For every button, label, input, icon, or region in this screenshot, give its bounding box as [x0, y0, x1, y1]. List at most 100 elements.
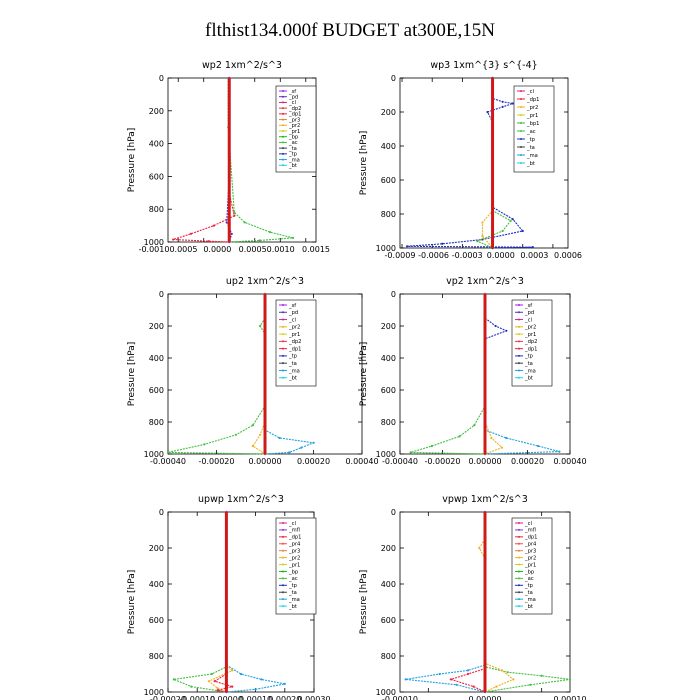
legend-marker	[518, 325, 520, 328]
legend-marker	[282, 528, 284, 531]
series-point-bp	[268, 231, 272, 234]
y-axis-label: Pressure [hPa]	[127, 128, 137, 193]
series-point-dp1	[458, 435, 461, 438]
legend-label: _ta	[524, 590, 533, 596]
legend-label: _cl	[524, 317, 532, 323]
y-tick-label: 200	[381, 322, 396, 331]
legend-label: _pr2	[524, 555, 536, 561]
y-tick-label: 200	[381, 108, 396, 117]
x-tick-label: 0.00030	[297, 695, 330, 700]
legend-marker	[518, 522, 520, 524]
x-tick-label: -0.00040	[382, 457, 418, 466]
x-tick-label: 0.00020	[297, 457, 330, 466]
chart-title: wp2 1xm^2/s^3	[202, 60, 282, 71]
x-tick-label: -0.0003	[452, 251, 483, 260]
legend-marker	[282, 135, 284, 138]
legend-marker	[282, 598, 284, 601]
legend-marker	[282, 535, 284, 538]
legend-marker	[282, 311, 284, 314]
legend-label: _dp1	[288, 535, 301, 541]
legend-label: _pr1	[524, 332, 536, 338]
series-point-pd	[230, 232, 233, 235]
legend-box	[511, 517, 553, 615]
series-point-dp1	[259, 324, 262, 328]
legend-marker	[282, 354, 284, 357]
series-point-tp	[254, 688, 257, 691]
legend-label: _bt	[526, 161, 535, 167]
legend-marker	[518, 354, 520, 357]
series-line-pr2	[207, 512, 234, 693]
series-point-dp1	[430, 444, 433, 448]
y-tick-label: 0	[391, 508, 396, 517]
legend-label: _sf	[524, 303, 532, 309]
y-tick-label: 1000	[144, 688, 164, 697]
series-point-dp1	[231, 685, 234, 688]
y-tick-label: 400	[149, 580, 164, 589]
series-point-tp	[455, 683, 458, 686]
x-tick-label: 0.00000	[248, 457, 281, 466]
series-point-ac	[172, 678, 175, 681]
legend-marker	[282, 304, 284, 306]
legend-marker	[282, 158, 284, 161]
series-line-ma	[484, 294, 560, 455]
legend-marker	[282, 577, 284, 580]
series-line-pr2	[252, 294, 266, 455]
x-tick-label: -0.0006	[418, 251, 449, 260]
series-point-tp	[531, 246, 534, 249]
series-line-pr2	[484, 294, 504, 455]
y-tick-label: 800	[381, 418, 396, 427]
legend-box	[511, 299, 553, 387]
series-point-pr2	[216, 687, 219, 690]
y-tick-label: 800	[149, 652, 164, 661]
legend-marker	[518, 584, 520, 587]
series-point-tp	[404, 678, 407, 681]
legend-marker	[282, 522, 284, 524]
y-tick-label: 400	[149, 354, 164, 363]
series-point-dp1	[172, 238, 175, 241]
series-point-tp	[466, 669, 470, 672]
legend-label: _ma	[526, 153, 538, 159]
series-point-pr2	[478, 546, 481, 550]
legend-marker	[282, 90, 284, 92]
legend-label: _ac	[288, 576, 298, 582]
legend-label: _pd	[288, 95, 298, 101]
legend-label: _pr1	[288, 332, 300, 338]
legend-marker	[518, 563, 520, 566]
x-tick-label: -0.00020	[425, 457, 461, 466]
legend-marker	[520, 98, 522, 100]
legend-marker	[282, 141, 284, 144]
legend-label: _ac	[526, 129, 536, 135]
x-tick-label: 0.00020	[268, 695, 301, 700]
chart-vp2: vp2 1xm^2/s^3 0 200 400 600 800 1000 Pressure […	[359, 276, 587, 466]
legend-marker	[282, 112, 284, 115]
y-tick-label: 1000	[144, 238, 164, 247]
legend-label: _pr2	[524, 325, 536, 331]
series-point-tp	[260, 678, 263, 681]
series-point-ac	[210, 672, 213, 676]
y-axis-label: Pressure [hPa]	[359, 131, 369, 196]
series-point-tp	[441, 242, 444, 245]
series-point-ac	[540, 674, 543, 677]
legend-label: _ma	[288, 597, 300, 603]
y-tick-label: 800	[149, 205, 164, 214]
legend-marker	[520, 90, 522, 92]
y-tick-label: 800	[381, 652, 396, 661]
legend-marker	[282, 605, 284, 608]
legend-marker	[518, 605, 520, 608]
legend-marker	[282, 376, 284, 379]
y-axis-label: Pressure [hPa]	[127, 570, 137, 635]
legend-marker	[518, 535, 520, 538]
series-point-dp1	[203, 443, 206, 446]
x-tick-label: 0.0000	[487, 251, 515, 260]
legend-label: _bp1	[526, 121, 539, 127]
x-tick-label: -0.0009	[385, 251, 416, 260]
legend-marker	[518, 549, 520, 552]
y-axis-label: Pressure [hPa]	[359, 342, 369, 407]
legend-marker	[518, 340, 520, 343]
x-tick-label: 0.00010	[553, 695, 586, 700]
legend-marker	[520, 130, 522, 132]
chart-up2: up2 1xm^2/s^3 0 200 400 600 800 1000 Pressure […	[127, 276, 379, 466]
series-point-dp1	[213, 680, 216, 683]
series-point-tp	[283, 682, 286, 686]
series-point-tp	[300, 446, 303, 449]
